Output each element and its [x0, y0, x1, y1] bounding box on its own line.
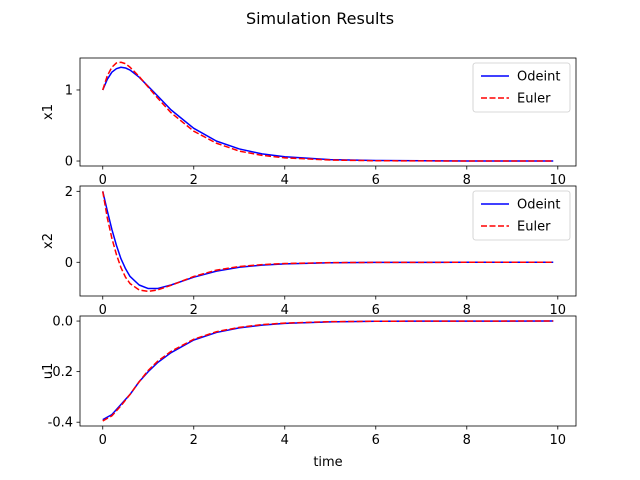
y-tick-label: 0.0: [52, 315, 73, 330]
y-axis-label: u1: [41, 363, 56, 380]
legend: Odeint Euler: [472, 190, 571, 241]
figure-title: Simulation Results: [246, 9, 394, 28]
y-axis-label: x1: [41, 104, 56, 120]
x-tick-label: 0: [99, 433, 107, 448]
x-tick-label: 6: [372, 173, 380, 188]
series-line-euler-3: [102, 320, 554, 422]
subplot-panels: 0 2 4 6 8 10 0 1 x1 Odeint Euler 0 2 4 6 8 10 0 2 x2 Odeint E…: [41, 57, 577, 470]
series-line-odeint-3: [102, 320, 554, 421]
x-axis-label: time: [313, 455, 342, 470]
x-tick-label: 6: [372, 433, 380, 448]
legend: Odeint Euler: [472, 62, 571, 113]
axes-frame: [79, 185, 577, 297]
y-tick-label: 2: [65, 185, 73, 200]
x-tick-label: 8: [463, 173, 471, 188]
x-tick-label: 10: [550, 173, 567, 188]
x-tick-label: 8: [463, 303, 471, 318]
x-tick-label: 2: [190, 433, 198, 448]
x-tick-label: 4: [281, 303, 289, 318]
y-tick-label: -0.4: [48, 416, 73, 431]
axes-frame: [79, 315, 577, 427]
series-line-odeint-1: [102, 66, 554, 162]
x-tick-label: 6: [372, 303, 380, 318]
legend-label-odeint: Odeint: [517, 198, 560, 213]
y-tick-label: 1: [65, 83, 73, 98]
x-tick-label: 8: [463, 433, 471, 448]
y-axis-label: x2: [41, 233, 56, 249]
x-tick-label: 4: [281, 433, 289, 448]
series-line-euler-2: [102, 191, 554, 293]
legend-label-euler: Euler: [517, 220, 551, 235]
legend-label-odeint: Odeint: [517, 70, 560, 85]
series-line-euler-1: [102, 61, 554, 162]
subplot-2: 0 2 4 6 8 10 0 2 x2 Odeint Euler: [41, 185, 577, 318]
y-tick-label: -0.2: [48, 365, 73, 380]
x-tick-label: 0: [99, 303, 107, 318]
x-tick-label: 2: [190, 303, 198, 318]
x-tick-label: 0: [99, 173, 107, 188]
x-tick-label: 10: [550, 433, 567, 448]
x-tick-label: 2: [190, 173, 198, 188]
subplot-3: 0 2 4 6 8 10 -0.4 -0.2 0.0 u1 time: [41, 315, 577, 470]
x-tick-label: 4: [281, 173, 289, 188]
y-tick-label: 0: [65, 155, 73, 170]
y-tick-label: 0: [65, 256, 73, 271]
legend-label-euler: Euler: [517, 92, 551, 107]
x-tick-label: 10: [550, 303, 567, 318]
axes-frame: [79, 57, 577, 167]
subplot-1: 0 2 4 6 8 10 0 1 x1 Odeint Euler: [41, 57, 577, 188]
